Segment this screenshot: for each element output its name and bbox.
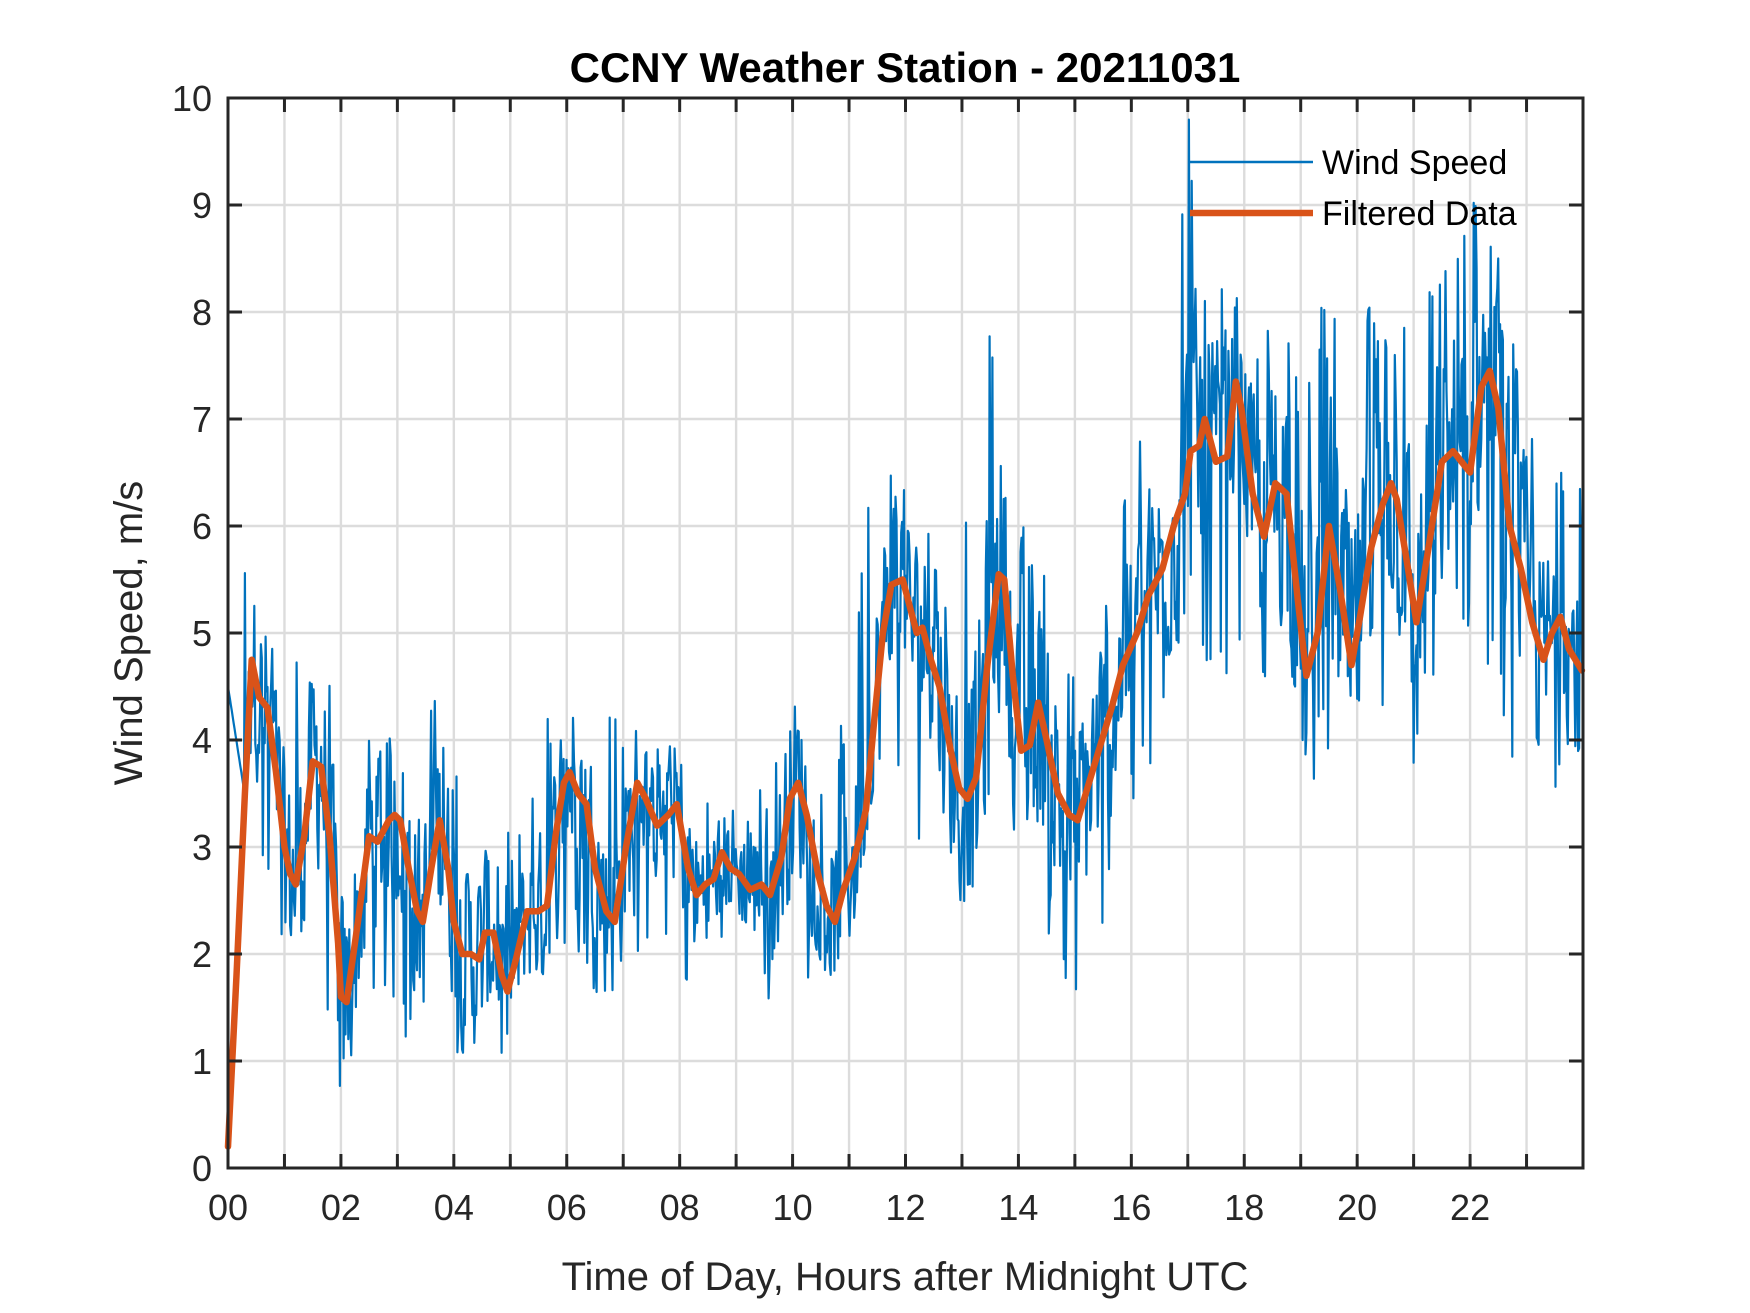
- x-tick-label: 06: [547, 1187, 587, 1228]
- y-tick-label: 10: [172, 78, 212, 119]
- chart-title: CCNY Weather Station - 20211031: [570, 44, 1241, 91]
- x-tick-label: 22: [1450, 1187, 1490, 1228]
- line-filtered-data: [224, 367, 1586, 1150]
- y-tick-label: 6: [192, 506, 212, 547]
- y-tick-label: 7: [192, 399, 212, 440]
- y-tick-label: 5: [192, 613, 212, 654]
- x-tick-label: 20: [1337, 1187, 1377, 1228]
- x-tick-label: 10: [773, 1187, 813, 1228]
- y-axis-label: Wind Speed, m/s: [107, 481, 151, 786]
- x-tick-label: 14: [998, 1187, 1038, 1228]
- y-tick-label: 0: [192, 1148, 212, 1189]
- x-tick-label: 12: [885, 1187, 925, 1228]
- x-tick-label: 00: [208, 1187, 248, 1228]
- x-tick-labels: 00 02 04 06 08 10 12 14 16 18 20 22: [208, 1187, 1490, 1228]
- x-tick-label: 16: [1111, 1187, 1151, 1228]
- y-tick-label: 8: [192, 292, 212, 333]
- legend: Wind Speed Filtered Data: [1190, 144, 1517, 233]
- x-tick-label: 02: [321, 1187, 361, 1228]
- x-tick-label: 08: [660, 1187, 700, 1228]
- x-axis-label: Time of Day, Hours after Midnight UTC: [562, 1255, 1249, 1299]
- x-tick-label: 04: [434, 1187, 474, 1228]
- y-tick-label: 2: [192, 934, 212, 975]
- y-tick-label: 3: [192, 827, 212, 868]
- y-tick-labels: 0 1 2 3 4 5 6 7 8 9 10: [172, 78, 212, 1189]
- legend-label-wind-speed: Wind Speed: [1322, 144, 1507, 182]
- legend-label-filtered-data: Filtered Data: [1322, 195, 1517, 233]
- y-tick-label: 4: [192, 720, 212, 761]
- y-tick-label: 9: [192, 185, 212, 226]
- x-tick-label: 18: [1224, 1187, 1264, 1228]
- y-tick-label: 1: [192, 1041, 212, 1082]
- axes: [226, 96, 1585, 1170]
